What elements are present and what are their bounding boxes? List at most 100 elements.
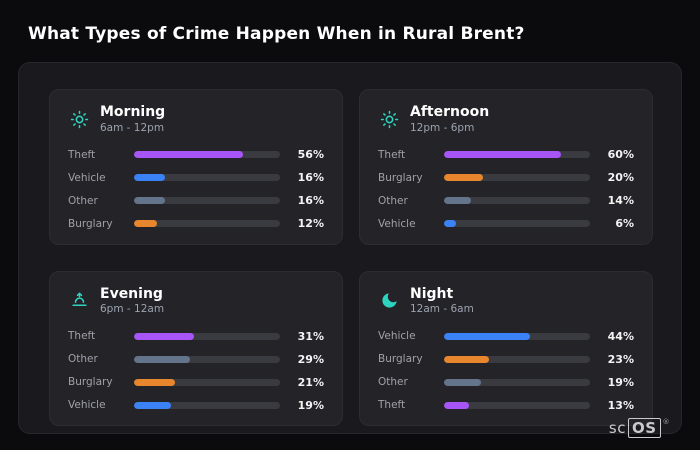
bar-fill — [444, 174, 483, 182]
sunset-icon — [68, 290, 90, 312]
bar-value: 14% — [607, 194, 634, 208]
moon-icon — [378, 290, 400, 312]
bar-track — [134, 220, 280, 228]
bar-value: 19% — [297, 398, 324, 412]
card-header-text: Evening 6pm - 12am — [100, 286, 164, 317]
card-header-text: Night 12am - 6am — [410, 286, 474, 317]
bar-row: Other 14% — [378, 193, 634, 209]
card-evening: Evening 6pm - 12am Theft 31% Other 29% B… — [49, 270, 343, 427]
card-title: Night — [410, 285, 454, 302]
bar-row: Burglary 21% — [68, 374, 324, 390]
bar-track — [134, 378, 280, 386]
bar-fill — [134, 174, 166, 182]
card-title: Afternoon — [410, 104, 490, 120]
bar-label: Other — [378, 376, 408, 389]
card-header: Evening 6pm - 12am — [68, 286, 324, 317]
bar-track — [444, 197, 590, 205]
scos-logo: sc OS ® — [609, 418, 670, 438]
card-subtitle: 12am - 6am — [410, 303, 474, 316]
bar-label: Theft — [68, 330, 96, 343]
bar-fill — [444, 197, 472, 205]
bar-value: 13% — [607, 398, 634, 412]
bar-fill — [444, 220, 456, 228]
card-title: Evening — [100, 285, 163, 302]
bar-value: 31% — [297, 329, 324, 343]
bar-row: Theft 13% — [378, 397, 634, 413]
card-header-text: Morning 6am - 12pm — [100, 104, 165, 135]
bar-track — [444, 151, 590, 159]
card-subtitle: 12pm - 6pm — [410, 121, 475, 134]
bar-track — [444, 401, 590, 409]
bar-rows: Theft 56% Vehicle 16% Other 16% Burglary — [68, 147, 324, 232]
bar-row: Burglary 23% — [378, 351, 634, 367]
bar-fill — [134, 401, 171, 409]
cards-grid: Morning 6am - 12pm Theft 56% Vehicle 16%… — [49, 89, 653, 427]
bar-label: Burglary — [378, 171, 423, 184]
bar-fill — [134, 151, 243, 159]
bar-fill — [134, 378, 175, 386]
bar-label: Vehicle — [68, 399, 106, 412]
bar-value: 44% — [607, 329, 634, 343]
bar-row: Vehicle 16% — [68, 170, 324, 186]
card-header: Morning 6am - 12pm — [68, 104, 324, 135]
bar-value: 21% — [297, 375, 324, 389]
bar-value: 23% — [607, 352, 634, 366]
bar-value: 29% — [297, 352, 324, 366]
bar-fill — [444, 378, 481, 386]
sun-icon — [68, 108, 90, 130]
bar-label: Burglary — [68, 217, 113, 230]
bar-row: Vehicle 44% — [378, 328, 634, 344]
bar-track — [444, 378, 590, 386]
card-title: Morning — [100, 104, 166, 120]
bar-rows: Theft 60% Burglary 20% Other 14% Vehicle — [378, 147, 634, 232]
bar-track — [134, 197, 280, 205]
bar-row: Burglary 12% — [68, 216, 324, 232]
card-morning: Morning 6am - 12pm Theft 56% Vehicle 16%… — [49, 89, 343, 245]
bar-value: 16% — [297, 194, 324, 208]
card-subtitle: 6pm - 12am — [100, 303, 165, 316]
bar-label: Vehicle — [68, 171, 106, 184]
bar-row: Vehicle 6% — [378, 216, 634, 232]
bar-value: 19% — [607, 375, 634, 389]
bar-row: Other 19% — [378, 374, 634, 390]
bar-row: Other 29% — [68, 351, 324, 367]
bar-track — [444, 220, 590, 228]
bar-value: 12% — [297, 217, 324, 231]
bar-row: Other 16% — [68, 193, 324, 209]
bar-value: 60% — [607, 148, 634, 162]
bar-fill — [444, 355, 489, 363]
brand-boxed: OS — [627, 418, 661, 438]
bar-label: Theft — [68, 148, 96, 161]
bar-fill — [134, 332, 195, 340]
card-header: Afternoon 12pm - 6pm — [378, 104, 634, 135]
bar-track — [444, 332, 590, 340]
bar-rows: Theft 31% Other 29% Burglary 21% Vehicle — [68, 328, 324, 413]
bar-fill — [444, 401, 470, 409]
bar-label: Theft — [378, 399, 406, 412]
bar-fill — [134, 197, 166, 205]
card-afternoon: Afternoon 12pm - 6pm Theft 60% Burglary … — [359, 89, 653, 245]
sun-icon — [378, 108, 400, 130]
bar-value: 56% — [297, 148, 324, 162]
bar-track — [134, 401, 280, 409]
page-title: What Types of Crime Happen When in Rural… — [28, 24, 525, 44]
card-header-text: Afternoon 12pm - 6pm — [410, 104, 489, 135]
bar-row: Vehicle 19% — [68, 397, 324, 413]
bar-value: 6% — [615, 217, 634, 231]
bar-row: Theft 31% — [68, 328, 324, 344]
bar-value: 16% — [297, 171, 324, 185]
bar-label: Vehicle — [378, 217, 416, 230]
bar-rows: Vehicle 44% Burglary 23% Other 19% Theft — [378, 328, 634, 413]
card-subtitle: 6am - 12pm — [100, 121, 165, 134]
bar-label: Other — [68, 353, 98, 366]
bar-label: Burglary — [68, 376, 113, 389]
bar-row: Theft 56% — [68, 147, 324, 163]
bar-label: Theft — [378, 148, 406, 161]
bar-fill — [134, 355, 191, 363]
bar-track — [444, 355, 590, 363]
bar-row: Theft 60% — [378, 147, 634, 163]
bar-track — [134, 174, 280, 182]
bar-value: 20% — [607, 171, 634, 185]
bar-track — [134, 332, 280, 340]
bar-row: Burglary 20% — [378, 170, 634, 186]
